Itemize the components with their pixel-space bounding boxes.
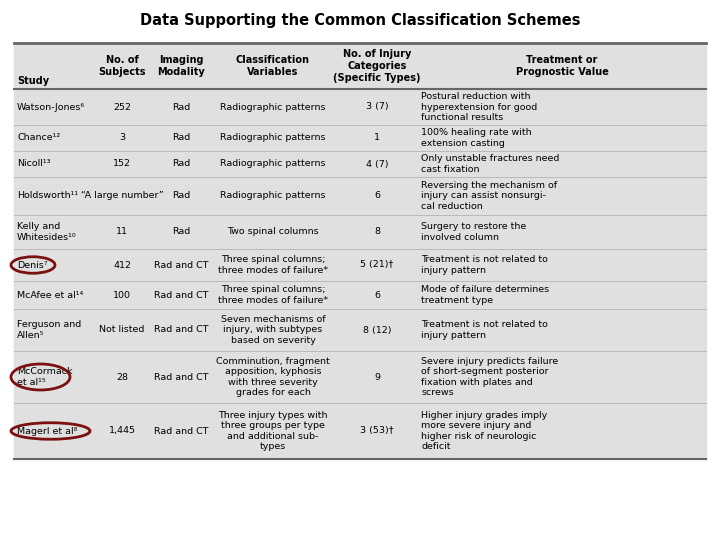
Text: Rad and CT: Rad and CT (154, 427, 208, 435)
Text: Rad and CT: Rad and CT (154, 326, 208, 334)
Text: 6: 6 (374, 192, 380, 200)
Text: No. of
Subjects: No. of Subjects (98, 55, 145, 77)
Text: Imaging
Modality: Imaging Modality (157, 55, 205, 77)
Text: Comminution, fragment
apposition, kyphosis
with three severity
grades for each: Comminution, fragment apposition, kyphos… (216, 357, 330, 397)
Text: Radiographic patterns: Radiographic patterns (220, 159, 325, 168)
Text: 412: 412 (113, 260, 131, 269)
Text: 28: 28 (116, 373, 128, 381)
Text: Radiographic patterns: Radiographic patterns (220, 103, 325, 111)
Text: Classification
Variables: Classification Variables (236, 55, 310, 77)
Polygon shape (14, 309, 706, 351)
Text: Treatment or
Prognostic Value: Treatment or Prognostic Value (516, 55, 608, 77)
Text: Rad: Rad (172, 103, 190, 111)
Text: Data Supporting the Common Classification Schemes: Data Supporting the Common Classificatio… (140, 13, 580, 28)
Text: 100: 100 (113, 291, 131, 300)
Text: Two spinal columns: Two spinal columns (228, 227, 319, 237)
Text: Radiographic patterns: Radiographic patterns (220, 192, 325, 200)
Text: Reversing the mechanism of
injury can assist nonsurgi-
cal reduction: Reversing the mechanism of injury can as… (421, 181, 557, 211)
Text: Magerl et al⁸: Magerl et al⁸ (17, 427, 77, 435)
Text: 1,445: 1,445 (109, 427, 135, 435)
Text: 8: 8 (374, 227, 380, 237)
Polygon shape (14, 351, 706, 403)
Polygon shape (14, 177, 706, 215)
Text: 11: 11 (116, 227, 128, 237)
Text: Treatment is not related to
injury pattern: Treatment is not related to injury patte… (421, 255, 548, 275)
Text: Not listed: Not listed (99, 326, 145, 334)
Text: 3 (7): 3 (7) (366, 103, 388, 111)
Polygon shape (14, 151, 706, 177)
Text: Surgery to restore the
involved column: Surgery to restore the involved column (421, 222, 526, 242)
Text: Three spinal columns;
three modes of failure*: Three spinal columns; three modes of fai… (218, 285, 328, 305)
Text: Nicoll¹³: Nicoll¹³ (17, 159, 50, 168)
Polygon shape (14, 89, 706, 125)
Polygon shape (14, 249, 706, 281)
Polygon shape (14, 215, 706, 249)
Text: Only unstable fractures need
cast fixation: Only unstable fractures need cast fixati… (421, 154, 559, 174)
Text: Rad and CT: Rad and CT (154, 260, 208, 269)
Polygon shape (14, 125, 706, 151)
Text: Mode of failure determines
treatment type: Mode of failure determines treatment typ… (421, 285, 549, 305)
Polygon shape (14, 403, 706, 459)
Text: Watson-Jones⁶: Watson-Jones⁶ (17, 103, 85, 111)
Text: McCormack
et al¹⁵: McCormack et al¹⁵ (17, 367, 73, 387)
Text: 1: 1 (374, 133, 380, 143)
Text: 8 (12): 8 (12) (363, 326, 391, 334)
Text: Rad and CT: Rad and CT (154, 291, 208, 300)
Text: 4 (7): 4 (7) (366, 159, 388, 168)
Text: 6: 6 (374, 291, 380, 300)
Text: Ferguson and
Allen⁵: Ferguson and Allen⁵ (17, 320, 81, 340)
Text: Seven mechanisms of
injury, with subtypes
based on severity: Seven mechanisms of injury, with subtype… (221, 315, 325, 345)
Text: Rad: Rad (172, 227, 190, 237)
Text: Study: Study (17, 76, 49, 86)
Text: Rad: Rad (172, 192, 190, 200)
Text: Higher injury grades imply
more severe injury and
higher risk of neurologic
defi: Higher injury grades imply more severe i… (421, 411, 547, 451)
Text: Chance¹²: Chance¹² (17, 133, 60, 143)
Text: “A large number”: “A large number” (81, 192, 163, 200)
Text: McAfee et al¹⁴: McAfee et al¹⁴ (17, 291, 84, 300)
Text: 3: 3 (119, 133, 125, 143)
Polygon shape (14, 43, 706, 89)
Text: Three injury types with
three groups per type
and additional sub-
types: Three injury types with three groups per… (218, 411, 328, 451)
Text: 152: 152 (113, 159, 131, 168)
Text: Severe injury predicts failure
of short-segment posterior
fixation with plates a: Severe injury predicts failure of short-… (421, 357, 558, 397)
Text: Rad: Rad (172, 159, 190, 168)
Text: 252: 252 (113, 103, 131, 111)
Text: 100% healing rate with
extension casting: 100% healing rate with extension casting (421, 129, 531, 148)
Text: 5 (21)†: 5 (21)† (360, 260, 394, 269)
Text: Rad: Rad (172, 133, 190, 143)
Text: Holdsworth¹¹: Holdsworth¹¹ (17, 192, 78, 200)
Polygon shape (14, 281, 706, 309)
Text: Three spinal columns;
three modes of failure*: Three spinal columns; three modes of fai… (218, 255, 328, 275)
Text: Rad and CT: Rad and CT (154, 373, 208, 381)
Text: Kelly and
Whitesides¹⁰: Kelly and Whitesides¹⁰ (17, 222, 76, 242)
Text: Denis⁷: Denis⁷ (17, 260, 48, 269)
Text: No. of Injury
Categories
(Specific Types): No. of Injury Categories (Specific Types… (333, 49, 420, 83)
Text: 3 (53)†: 3 (53)† (360, 427, 394, 435)
Text: Postural reduction with
hyperextension for good
functional results: Postural reduction with hyperextension f… (421, 92, 537, 122)
Text: Radiographic patterns: Radiographic patterns (220, 133, 325, 143)
Text: 9: 9 (374, 373, 380, 381)
Text: Treatment is not related to
injury pattern: Treatment is not related to injury patte… (421, 320, 548, 340)
